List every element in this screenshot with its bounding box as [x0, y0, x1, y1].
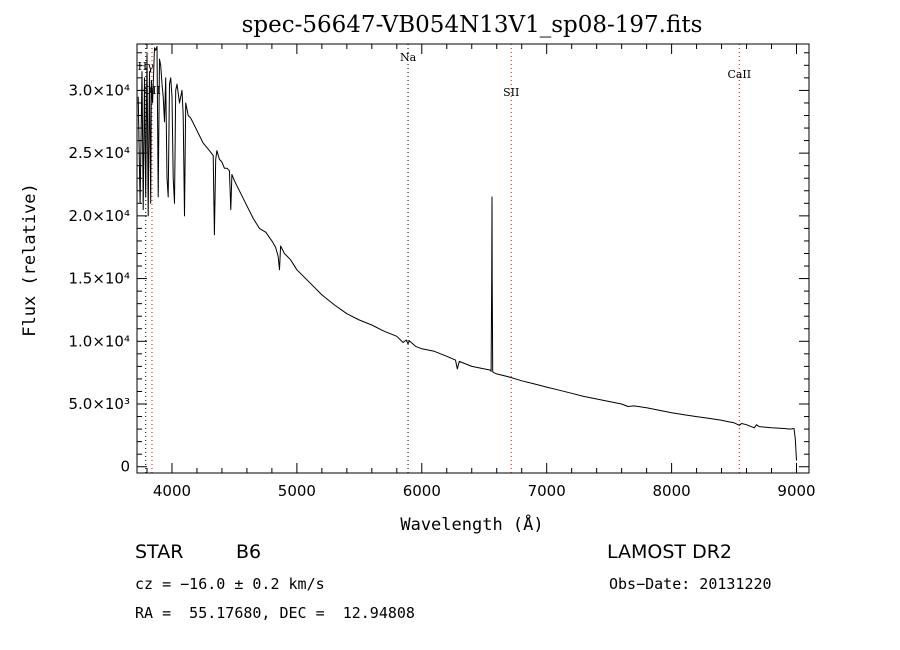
x-tick-label: 8000: [653, 482, 691, 500]
spectrum-line: [137, 46, 797, 461]
chart-title: spec-56647-VB054N13V1_sp08-197.fits: [242, 12, 703, 38]
y-axis-label: Flux (relative): [20, 183, 40, 337]
y-tick-label: 0: [120, 458, 130, 476]
y-tick-label: 1.0×10⁴: [68, 332, 130, 350]
line-marker-label: Na: [400, 51, 417, 64]
y-tick-label: 2.0×10⁴: [68, 207, 130, 225]
x-tick-label: 6000: [403, 482, 441, 500]
y-tick-label: 2.5×10⁴: [68, 144, 130, 162]
y-tick-label: 3.0×10⁴: [68, 81, 130, 99]
object-class: STAR: [135, 541, 184, 563]
x-tick-label: 9000: [777, 482, 815, 500]
survey-name: LAMOST DR2: [607, 541, 732, 563]
x-axis-label: Wavelength (Å): [400, 513, 543, 535]
y-tick-label: 5.0×10³: [68, 395, 130, 413]
line-marker-label: CaII: [727, 68, 751, 81]
y-tick-label: 1.5×10⁴: [68, 270, 130, 288]
line-marker-label: SII: [503, 86, 519, 99]
x-tick-label: 4000: [153, 482, 191, 500]
observation-date: Obs−Date: 20131220: [609, 575, 772, 593]
coordinates: RA = 55.17680, DEC = 12.94808: [135, 604, 415, 622]
spectral-subclass: B6: [236, 541, 262, 563]
x-tick-label: 7000: [528, 482, 566, 500]
redshift-cz: cz = −16.0 ± 0.2 km/s: [135, 575, 325, 593]
series-layer: [137, 46, 797, 461]
axis-ticks: 4000 5000 6000 7000 8000 9000 0 5.0×10³ 1.0×10⁴ 1…: [68, 44, 816, 500]
plot-frame: [136, 43, 810, 474]
line-marker-label: Hγ: [138, 60, 155, 73]
x-tick-label: 5000: [278, 482, 316, 500]
